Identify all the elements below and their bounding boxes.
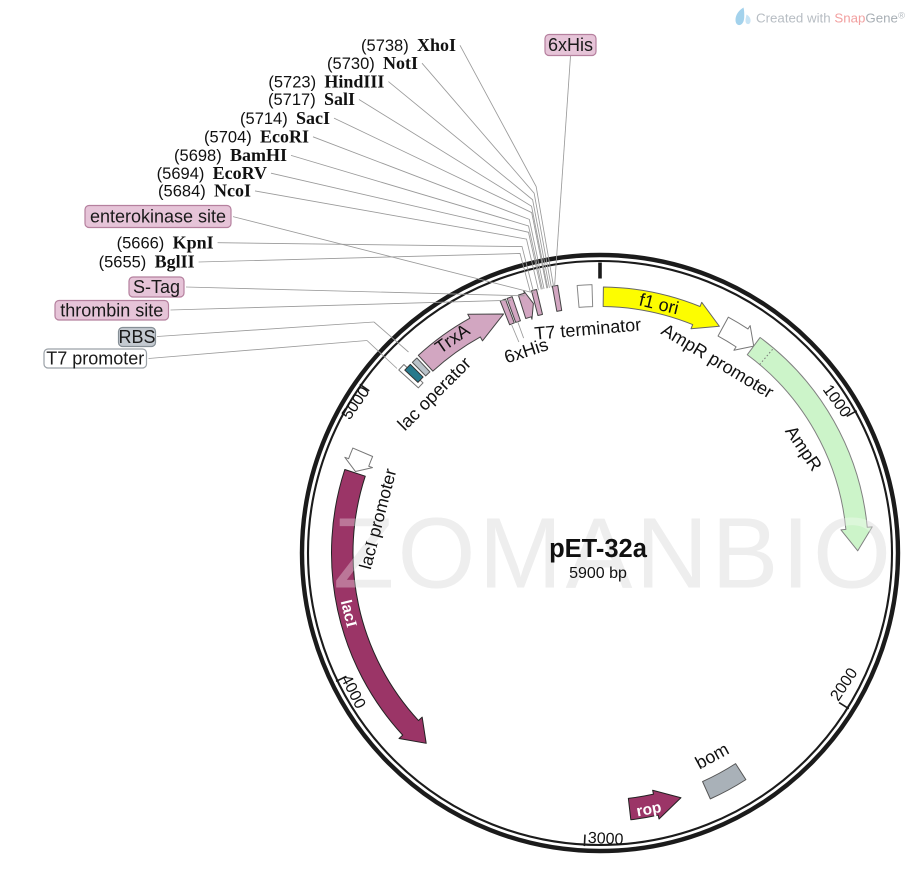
svg-text:(5738) XhoI: (5738) XhoI (361, 35, 456, 55)
svg-text:(5698) BamHI: (5698) BamHI (174, 145, 287, 165)
svg-text:RBS: RBS (118, 327, 155, 347)
svg-text:S-Tag: S-Tag (133, 277, 180, 297)
svg-text:rop: rop (635, 799, 663, 820)
svg-text:thrombin site: thrombin site (60, 300, 163, 320)
svg-text:(5714) SacI: (5714) SacI (240, 108, 330, 128)
svg-text:3000: 3000 (587, 830, 624, 849)
svg-text:T7 promoter: T7 promoter (46, 349, 144, 369)
svg-text:(5704) EcoRI: (5704) EcoRI (204, 127, 309, 147)
svg-text:(5694) EcoRV: (5694) EcoRV (157, 163, 267, 183)
svg-text:6xHis: 6xHis (548, 35, 593, 55)
svg-text:5900 bp: 5900 bp (569, 565, 627, 582)
svg-text:enterokinase site: enterokinase site (90, 207, 226, 227)
svg-text:lacI: lacI (337, 598, 360, 629)
svg-text:ZOMANBIO: ZOMANBIO (333, 498, 894, 610)
svg-text:(5723) HindIII: (5723) HindIII (268, 71, 384, 91)
svg-text:(5684) NcoI: (5684) NcoI (158, 181, 251, 201)
svg-text:(5717) SalI: (5717) SalI (268, 89, 355, 109)
svg-text:pET-32a: pET-32a (549, 535, 648, 563)
svg-text:(5666) KpnI: (5666) KpnI (117, 232, 214, 252)
svg-text:(5655) BglII: (5655) BglII (99, 252, 195, 272)
svg-text:(5730) NotI: (5730) NotI (327, 53, 418, 73)
svg-text:Created with SnapGene®: Created with SnapGene® (756, 11, 905, 26)
svg-text:ZOMANBIO: ZOMANBIO (333, 498, 894, 610)
